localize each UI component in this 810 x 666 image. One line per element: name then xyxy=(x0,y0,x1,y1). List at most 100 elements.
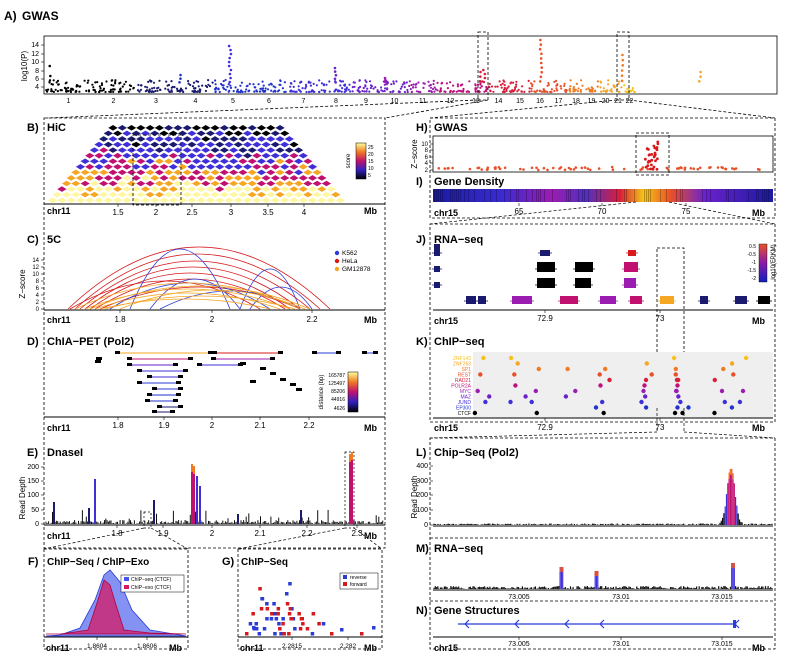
x-tick-label: 73.01 xyxy=(612,641,630,648)
gwas-point xyxy=(156,89,159,92)
hic-cell xyxy=(242,164,253,170)
panel-d-unit: Mb xyxy=(364,423,377,433)
hic-cell xyxy=(145,180,155,187)
hic-cell xyxy=(219,169,229,176)
gwas-point xyxy=(462,87,465,91)
hic-cell xyxy=(187,197,197,203)
interaction-arc xyxy=(94,292,281,310)
panel-m-letter: M) xyxy=(416,543,429,555)
density-stripe xyxy=(726,189,727,202)
density-stripe xyxy=(544,189,545,202)
gwas-point xyxy=(390,83,393,86)
gwas-point xyxy=(474,84,477,87)
reverse-read xyxy=(269,617,274,621)
panel-d-title: ChIA−PET (Pol2) xyxy=(47,336,134,348)
hic-cell xyxy=(303,191,313,198)
panel-i: I) Gene Density 65 70 75 chr15 Mb xyxy=(416,176,776,225)
gwas-point xyxy=(534,90,537,94)
hic-cell xyxy=(136,158,146,165)
gwas-point xyxy=(189,83,192,87)
hic-cell xyxy=(303,158,313,165)
gwas-point xyxy=(412,86,415,89)
hic-cell xyxy=(205,186,216,192)
gwas-point xyxy=(123,83,126,86)
gwas-point xyxy=(540,66,544,69)
y-tick-label: 50 xyxy=(31,507,39,514)
gwas-point xyxy=(412,83,415,86)
gwas-point xyxy=(112,90,115,93)
hic-cell xyxy=(210,147,220,153)
binding-site xyxy=(529,399,534,405)
gwas-point xyxy=(383,83,386,86)
zoom-line xyxy=(43,527,145,550)
hic-cell xyxy=(284,136,294,142)
gwas-point xyxy=(468,80,471,83)
x-tick-label: 2 xyxy=(210,315,215,324)
panel-k-binding-sites xyxy=(472,355,749,416)
gwas-point xyxy=(448,90,452,94)
gwas-point xyxy=(229,52,233,56)
binding-site xyxy=(719,388,725,394)
gwas-point xyxy=(176,89,179,93)
gwas-point xyxy=(537,168,540,172)
hic-cell xyxy=(247,169,257,176)
hic-cell xyxy=(252,130,262,137)
gwas-point xyxy=(292,85,295,88)
gwas-point xyxy=(228,80,232,84)
gwas-point xyxy=(108,90,111,93)
gwas-point xyxy=(384,80,387,84)
hic-cell xyxy=(205,130,216,137)
gwas-point xyxy=(222,80,225,83)
gwas-point xyxy=(621,58,625,62)
hic-cell xyxy=(224,164,234,170)
hic-cell xyxy=(66,197,76,203)
density-stripe xyxy=(438,189,439,202)
gwas-point xyxy=(144,85,147,88)
gwas-point xyxy=(569,90,572,93)
panel-m-x-tick-label: 73.015 xyxy=(711,594,733,601)
hic-cell xyxy=(108,125,118,131)
gwas-point xyxy=(313,90,316,93)
chromosome-label: 14 xyxy=(495,98,503,105)
gwas-point xyxy=(451,166,454,170)
reverse-read xyxy=(279,632,283,636)
gwas-point xyxy=(100,83,104,87)
gwas-point xyxy=(588,88,591,91)
hic-cell xyxy=(238,158,248,165)
binding-site xyxy=(508,355,514,361)
gwas-point xyxy=(227,44,231,48)
factor-label: ZNF263 xyxy=(453,362,471,368)
hic-cell xyxy=(71,191,81,198)
density-stripe xyxy=(436,189,437,202)
hic-cell xyxy=(108,147,118,153)
hic-cell xyxy=(103,152,113,159)
density-stripe xyxy=(570,189,571,202)
gwas-point xyxy=(272,85,275,88)
density-stripe xyxy=(676,189,677,202)
gwas-point xyxy=(154,89,157,93)
gwas-point xyxy=(178,81,181,84)
gwas-point xyxy=(98,85,101,88)
gwas-point xyxy=(503,166,507,170)
x-tick-label: 1.9 xyxy=(157,529,169,538)
hic-cell xyxy=(173,147,183,153)
gwas-point xyxy=(127,90,130,93)
hic-cell xyxy=(210,136,220,142)
legend-dot xyxy=(334,258,340,264)
gwas-point xyxy=(179,87,183,90)
hic-cell xyxy=(317,175,327,181)
gwas-point xyxy=(353,85,356,88)
gwas-point xyxy=(333,70,337,73)
legend-tick: 165787 xyxy=(328,373,345,379)
gwas-point xyxy=(568,88,572,91)
factor-label: RAD21 xyxy=(455,378,471,384)
gwas-point xyxy=(340,80,343,83)
gwas-point xyxy=(358,79,361,82)
gwas-point xyxy=(248,89,251,92)
gwas-point xyxy=(480,85,483,88)
gwas-point xyxy=(87,79,90,82)
hic-cell xyxy=(150,152,160,159)
gwas-point xyxy=(291,90,294,93)
panel-n-chrom: chr15 xyxy=(434,643,458,653)
gwas-point xyxy=(318,79,321,82)
